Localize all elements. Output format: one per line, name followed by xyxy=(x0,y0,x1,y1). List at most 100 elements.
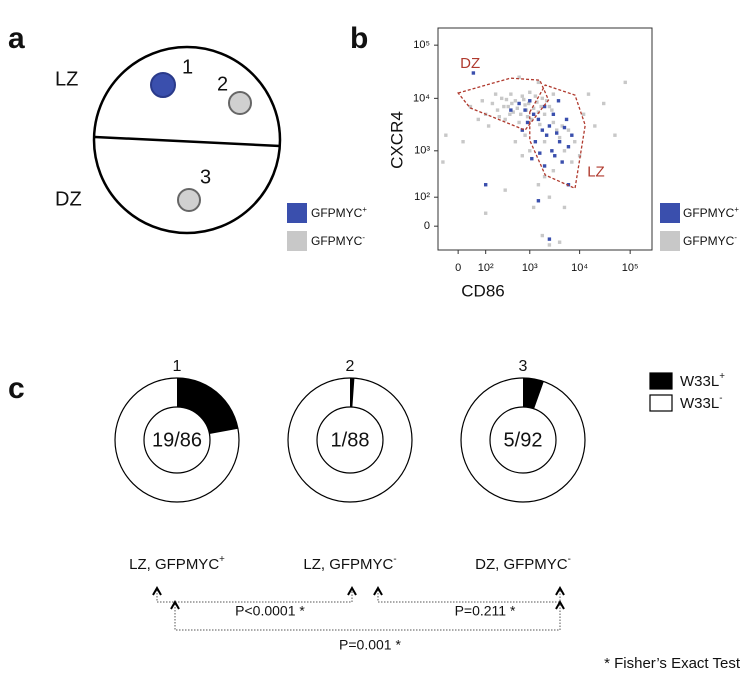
legend-label: GFPMYC+ xyxy=(683,205,739,221)
donut-caption-main: DZ, GFPMYC xyxy=(475,556,568,573)
scatter-point xyxy=(551,169,556,173)
scatter-point xyxy=(593,124,597,128)
scatter-point xyxy=(556,99,561,103)
arrow-head xyxy=(373,585,383,596)
scatter-point xyxy=(562,149,567,153)
arrow-head xyxy=(347,585,357,596)
x-tick-label: 10⁵ xyxy=(622,262,639,274)
scatter-point xyxy=(490,101,495,106)
legend-label-sup: + xyxy=(362,205,367,214)
plot-frame xyxy=(437,27,653,251)
scatter-point xyxy=(476,117,480,122)
arrow-head xyxy=(555,585,565,596)
scatter-point xyxy=(520,154,524,158)
scatter-point xyxy=(510,101,514,106)
scatter-point xyxy=(557,240,562,244)
arrow-head xyxy=(170,599,180,610)
scatter-point xyxy=(497,115,501,119)
comparison-bracket xyxy=(377,590,561,603)
footnote: * Fisher’s Exact Test xyxy=(604,655,741,672)
scatter-point xyxy=(513,140,518,144)
donut-title: 1 xyxy=(173,358,182,375)
comparison-bracket xyxy=(174,604,561,631)
x-axis-label: CD86 xyxy=(461,281,504,300)
legend-swatch xyxy=(660,203,680,223)
scatter-point xyxy=(535,100,539,104)
scatter-point xyxy=(530,156,534,161)
scatter-point xyxy=(531,112,536,116)
legend-label: GFPMYC+ xyxy=(311,205,367,221)
donut-hole xyxy=(143,406,211,474)
donut-title: 2 xyxy=(346,358,355,375)
scatter-point xyxy=(538,151,542,155)
y-axis-label: CXCR4 xyxy=(387,111,406,169)
legend-label-main: GFPMYC xyxy=(683,206,735,220)
scatter-point xyxy=(480,99,484,103)
gate-label: LZ xyxy=(587,163,605,180)
scatter-point xyxy=(522,97,526,102)
scatter-point xyxy=(483,211,488,215)
p-value: P=0.001 * xyxy=(339,637,401,653)
donut-caption-sup: + xyxy=(219,554,225,565)
scatter-point xyxy=(502,104,506,109)
scatter-point xyxy=(566,128,571,132)
donut-caption-sup: - xyxy=(568,554,571,565)
scatter-point xyxy=(540,233,545,238)
scatter-point xyxy=(560,160,564,164)
scatter-point xyxy=(547,124,552,128)
legend-label-main: GFPMYC xyxy=(311,234,363,248)
donut-wedge xyxy=(523,378,544,409)
scatter-point xyxy=(544,133,549,137)
scatter-point xyxy=(540,128,545,132)
scatter-point xyxy=(483,183,488,187)
y-tick-label: 10² xyxy=(414,191,430,203)
scatter-point xyxy=(525,120,530,125)
gate-label: DZ xyxy=(460,55,480,72)
donut-caption: DZ, GFPMYC- xyxy=(475,554,571,573)
x-tick-label: 0 xyxy=(455,262,461,274)
legend-swatch xyxy=(649,394,673,412)
legend-label-main: W33L xyxy=(680,395,719,412)
cell-label: 1 xyxy=(182,56,193,78)
y-tick-label: 0 xyxy=(424,220,430,232)
scatter-point xyxy=(536,183,541,187)
scatter-point xyxy=(562,125,567,130)
scatter-point xyxy=(562,205,567,210)
scatter-point xyxy=(550,149,554,153)
scatter-point xyxy=(503,188,507,192)
scatter-point xyxy=(528,90,532,94)
scatter-point xyxy=(536,199,541,203)
scatter-point xyxy=(542,164,547,168)
scatter-point xyxy=(542,174,547,179)
legend-label-main: W33L xyxy=(680,373,719,390)
scatter-point xyxy=(547,195,552,199)
scatter-point xyxy=(539,104,543,109)
legend-label: GFPMYC- xyxy=(683,233,737,249)
scatter-point xyxy=(564,117,569,122)
scatter-point xyxy=(555,131,559,135)
scatter-point xyxy=(557,140,562,144)
scatter-point xyxy=(551,112,556,116)
scatter-point xyxy=(506,104,510,109)
scatter-point xyxy=(531,205,536,210)
donut-wedge xyxy=(177,378,238,435)
donut-hole xyxy=(489,406,557,474)
scatter-point xyxy=(602,101,606,106)
scatter-point xyxy=(461,140,465,144)
scatter-point xyxy=(531,106,536,110)
x-tick-label: 10² xyxy=(478,262,494,274)
scatter-point xyxy=(586,92,591,96)
scatter-point xyxy=(444,133,448,137)
scatter-point xyxy=(495,108,500,112)
scatter-point xyxy=(550,108,554,112)
scatter-point xyxy=(573,140,577,144)
legend-swatch xyxy=(287,231,307,251)
gate xyxy=(529,84,586,190)
zone-label: LZ xyxy=(55,68,78,90)
scatter-point xyxy=(542,104,547,109)
scatter-point xyxy=(526,101,531,106)
scatter-point xyxy=(551,120,556,125)
scatter-point xyxy=(515,106,520,110)
scatter-point xyxy=(486,124,491,128)
scatter-point xyxy=(542,140,547,144)
